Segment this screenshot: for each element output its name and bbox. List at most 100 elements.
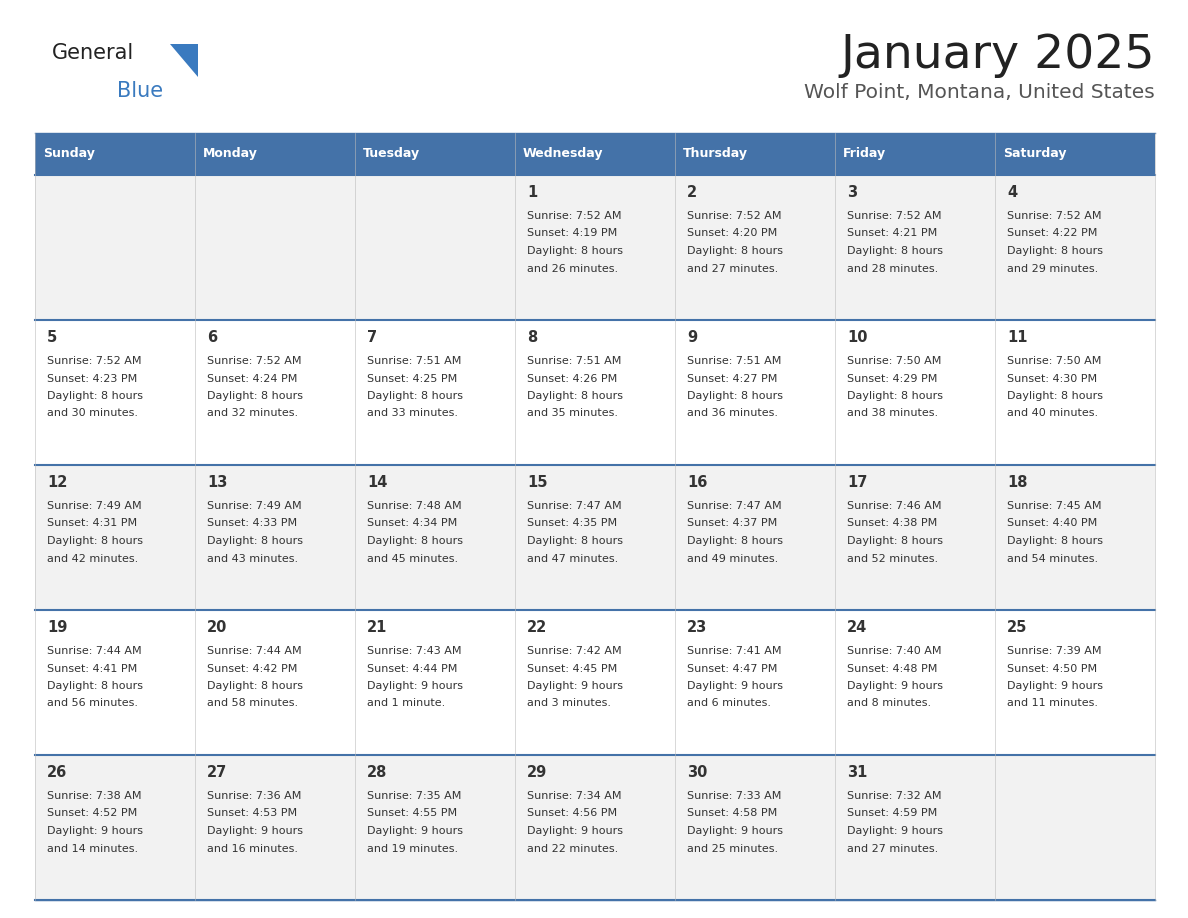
Bar: [835, 465, 996, 610]
Text: Sunset: 4:24 PM: Sunset: 4:24 PM: [207, 374, 297, 384]
Bar: [675, 610, 835, 755]
Text: 10: 10: [847, 330, 867, 345]
Text: and 56 minutes.: and 56 minutes.: [48, 699, 138, 709]
Text: Daylight: 8 hours: Daylight: 8 hours: [527, 391, 623, 401]
Text: Sunrise: 7:52 AM: Sunrise: 7:52 AM: [1007, 211, 1101, 221]
Text: and 38 minutes.: and 38 minutes.: [847, 409, 939, 419]
Bar: [516, 755, 675, 900]
Text: and 19 minutes.: and 19 minutes.: [367, 844, 459, 854]
Text: Sunset: 4:25 PM: Sunset: 4:25 PM: [367, 374, 457, 384]
Text: Wednesday: Wednesday: [523, 148, 604, 161]
Text: Daylight: 8 hours: Daylight: 8 hours: [1007, 536, 1102, 546]
Text: Sunrise: 7:50 AM: Sunrise: 7:50 AM: [847, 356, 941, 366]
Text: General: General: [52, 43, 134, 63]
Text: and 25 minutes.: and 25 minutes.: [687, 844, 778, 854]
Text: Sunrise: 7:48 AM: Sunrise: 7:48 AM: [367, 501, 462, 511]
Text: 4: 4: [1007, 185, 1017, 200]
Bar: [675, 465, 835, 610]
Text: Sunset: 4:21 PM: Sunset: 4:21 PM: [847, 229, 937, 239]
Bar: [835, 320, 996, 465]
Text: and 35 minutes.: and 35 minutes.: [527, 409, 618, 419]
Text: Daylight: 9 hours: Daylight: 9 hours: [687, 826, 783, 836]
Text: and 47 minutes.: and 47 minutes.: [527, 554, 618, 564]
Text: Daylight: 8 hours: Daylight: 8 hours: [48, 681, 143, 691]
Text: Daylight: 8 hours: Daylight: 8 hours: [1007, 246, 1102, 256]
Text: Sunset: 4:56 PM: Sunset: 4:56 PM: [527, 809, 617, 819]
Text: Sunday: Sunday: [43, 148, 95, 161]
Text: Blue: Blue: [116, 81, 163, 101]
Bar: [195, 755, 355, 900]
Bar: [195, 610, 355, 755]
Text: Daylight: 8 hours: Daylight: 8 hours: [207, 391, 303, 401]
Text: Thursday: Thursday: [683, 148, 748, 161]
Text: Friday: Friday: [843, 148, 886, 161]
Text: Sunrise: 7:42 AM: Sunrise: 7:42 AM: [527, 646, 621, 656]
Text: Daylight: 8 hours: Daylight: 8 hours: [687, 391, 783, 401]
Text: Daylight: 9 hours: Daylight: 9 hours: [367, 826, 463, 836]
Bar: [34, 175, 195, 320]
Text: 30: 30: [687, 765, 707, 780]
Text: Monday: Monday: [203, 148, 258, 161]
Text: Sunrise: 7:52 AM: Sunrise: 7:52 AM: [687, 211, 782, 221]
Text: and 45 minutes.: and 45 minutes.: [367, 554, 459, 564]
Text: 31: 31: [847, 765, 867, 780]
Bar: [675, 175, 835, 320]
Text: Sunset: 4:19 PM: Sunset: 4:19 PM: [527, 229, 618, 239]
Text: Daylight: 9 hours: Daylight: 9 hours: [527, 681, 623, 691]
Text: and 33 minutes.: and 33 minutes.: [367, 409, 459, 419]
Bar: [516, 133, 675, 175]
Text: 24: 24: [847, 620, 867, 635]
Bar: [835, 133, 996, 175]
Text: Daylight: 9 hours: Daylight: 9 hours: [687, 681, 783, 691]
Text: Daylight: 8 hours: Daylight: 8 hours: [1007, 391, 1102, 401]
Text: Sunset: 4:58 PM: Sunset: 4:58 PM: [687, 809, 777, 819]
Text: 5: 5: [48, 330, 57, 345]
Text: Sunset: 4:31 PM: Sunset: 4:31 PM: [48, 519, 137, 529]
Text: Sunset: 4:42 PM: Sunset: 4:42 PM: [207, 664, 297, 674]
Text: and 36 minutes.: and 36 minutes.: [687, 409, 778, 419]
Text: 20: 20: [207, 620, 227, 635]
Text: Daylight: 8 hours: Daylight: 8 hours: [847, 391, 943, 401]
Text: Sunrise: 7:50 AM: Sunrise: 7:50 AM: [1007, 356, 1101, 366]
Text: Sunrise: 7:52 AM: Sunrise: 7:52 AM: [48, 356, 141, 366]
Text: Daylight: 8 hours: Daylight: 8 hours: [367, 536, 463, 546]
Bar: [835, 175, 996, 320]
Text: Tuesday: Tuesday: [364, 148, 421, 161]
Text: Sunrise: 7:46 AM: Sunrise: 7:46 AM: [847, 501, 942, 511]
Text: Sunset: 4:30 PM: Sunset: 4:30 PM: [1007, 374, 1098, 384]
Text: 12: 12: [48, 475, 68, 490]
Bar: [34, 133, 195, 175]
Text: Sunrise: 7:40 AM: Sunrise: 7:40 AM: [847, 646, 942, 656]
Text: Sunrise: 7:51 AM: Sunrise: 7:51 AM: [527, 356, 621, 366]
Text: Sunrise: 7:49 AM: Sunrise: 7:49 AM: [207, 501, 302, 511]
Text: 28: 28: [367, 765, 387, 780]
Text: Daylight: 9 hours: Daylight: 9 hours: [1007, 681, 1102, 691]
Text: Sunrise: 7:43 AM: Sunrise: 7:43 AM: [367, 646, 461, 656]
Text: Daylight: 8 hours: Daylight: 8 hours: [527, 246, 623, 256]
Text: and 27 minutes.: and 27 minutes.: [687, 263, 778, 274]
Bar: [355, 610, 516, 755]
Text: and 3 minutes.: and 3 minutes.: [527, 699, 611, 709]
Bar: [34, 320, 195, 465]
Text: 6: 6: [207, 330, 217, 345]
Text: Sunset: 4:38 PM: Sunset: 4:38 PM: [847, 519, 937, 529]
Text: Sunrise: 7:52 AM: Sunrise: 7:52 AM: [207, 356, 302, 366]
Text: Sunset: 4:40 PM: Sunset: 4:40 PM: [1007, 519, 1098, 529]
Bar: [355, 465, 516, 610]
Text: and 6 minutes.: and 6 minutes.: [687, 699, 771, 709]
Text: and 30 minutes.: and 30 minutes.: [48, 409, 138, 419]
Polygon shape: [170, 44, 198, 77]
Text: Saturday: Saturday: [1003, 148, 1067, 161]
Text: Daylight: 9 hours: Daylight: 9 hours: [207, 826, 303, 836]
Bar: [516, 320, 675, 465]
Bar: [34, 755, 195, 900]
Text: and 28 minutes.: and 28 minutes.: [847, 263, 939, 274]
Text: Daylight: 8 hours: Daylight: 8 hours: [687, 246, 783, 256]
Text: Sunrise: 7:38 AM: Sunrise: 7:38 AM: [48, 791, 141, 801]
Bar: [195, 133, 355, 175]
Text: Sunrise: 7:51 AM: Sunrise: 7:51 AM: [687, 356, 782, 366]
Text: Wolf Point, Montana, United States: Wolf Point, Montana, United States: [804, 83, 1155, 102]
Text: Daylight: 8 hours: Daylight: 8 hours: [847, 246, 943, 256]
Text: and 58 minutes.: and 58 minutes.: [207, 699, 298, 709]
Text: and 29 minutes.: and 29 minutes.: [1007, 263, 1098, 274]
